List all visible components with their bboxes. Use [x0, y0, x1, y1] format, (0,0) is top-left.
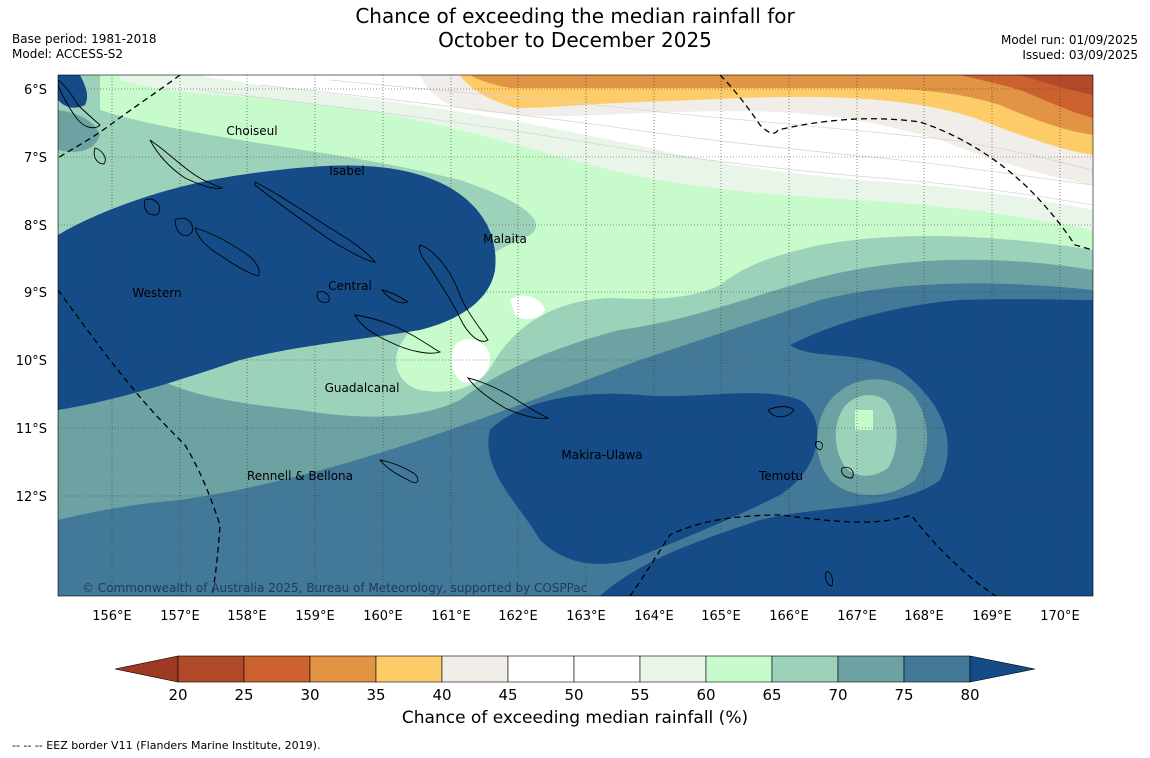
- lon-label-159e: 159°E: [295, 609, 335, 624]
- colorbar-segment-50-55: [573, 655, 641, 683]
- colorbar-segment-65-70: [771, 655, 839, 683]
- colorbar-tick-label: 40: [432, 686, 451, 704]
- chart-title-line-1: Chance of exceeding the median rainfall …: [355, 4, 795, 28]
- lat-label-12s: 12°S: [16, 490, 47, 505]
- colorbar-tick-label: 35: [366, 686, 385, 704]
- lon-label-157e: 157°E: [160, 609, 200, 624]
- lat-label-10s: 10°S: [16, 354, 47, 369]
- colorbar-tick-label: 60: [696, 686, 715, 704]
- lon-label-158e: 158°E: [227, 609, 267, 624]
- chart-title-line-2: October to December 2025: [438, 28, 712, 52]
- lon-label-162e: 162°E: [498, 609, 538, 624]
- rainfall-map: 6°S 7°S 8°S 9°S 10°S 11°S 12°S 156°E 157…: [16, 74, 1094, 624]
- colorbar-segment-70-75: [837, 655, 905, 683]
- colorbar-tick-label: 30: [300, 686, 319, 704]
- choiseul-island: [149, 139, 224, 189]
- lon-label-167e: 167°E: [837, 609, 877, 624]
- makira-island: [466, 377, 550, 419]
- region-label-makira-ulawa: Makira-Ulawa: [561, 448, 642, 462]
- lon-label-168e: 168°E: [904, 609, 944, 624]
- colorbar-tick-label: 65: [762, 686, 781, 704]
- eez-legend: -- -- -- EEZ border V11 (Flanders Marine…: [12, 739, 321, 752]
- lon-label-170e: 170°E: [1040, 609, 1080, 624]
- colorbar-tick-label: 20: [168, 686, 187, 704]
- bougainville-coast: [58, 79, 106, 165]
- lon-label-156e: 156°E: [92, 609, 132, 624]
- vanikoro-island: [825, 571, 833, 587]
- lat-label-9s: 9°S: [24, 286, 47, 301]
- eez-borders: [58, 75, 1093, 596]
- colorbar-tick-label: 25: [234, 686, 253, 704]
- isabel-island: [254, 181, 376, 263]
- lat-label-11s: 11°S: [16, 422, 47, 437]
- lon-label-163e: 163°E: [566, 609, 606, 624]
- map-fill-layer: [58, 75, 1093, 596]
- region-label-central: Central: [328, 279, 372, 293]
- lon-label-161e: 161°E: [431, 609, 471, 624]
- coastlines: [58, 79, 854, 587]
- issued-text: Issued: 03/09/2025: [1022, 48, 1138, 62]
- colorbar-segment-75-80: [903, 655, 971, 683]
- lon-label-165e: 165°E: [701, 609, 741, 624]
- central-islands: [316, 289, 409, 304]
- colorbar-tick-label: 80: [960, 686, 979, 704]
- colorbar-tick-label: 50: [564, 686, 583, 704]
- colorbar-segment-30-35: [309, 655, 377, 683]
- colorbar-tick-label: 75: [894, 686, 913, 704]
- colorbar-segment-40-45: [441, 655, 509, 683]
- colorbar-extend-low: [114, 655, 179, 683]
- rennell-island: [378, 459, 419, 483]
- colorbar-ticks: 20 25 30 35 40 45 50 55 60 65 70 75 80: [168, 686, 979, 704]
- colorbar-extend-high: [969, 655, 1036, 683]
- model-text: Model: ACCESS-S2: [12, 47, 124, 61]
- malaita-island: [419, 244, 489, 342]
- colorbar-segment-20-25: [177, 655, 245, 683]
- colorbar-tick-label: 45: [498, 686, 517, 704]
- temotu-islands: [767, 406, 854, 479]
- region-label-choiseul: Choiseul: [226, 124, 277, 138]
- lat-label-7s: 7°S: [24, 151, 47, 166]
- colorbar-segment-45-50: [507, 655, 575, 683]
- region-label-western: Western: [132, 286, 181, 300]
- guadalcanal-island: [354, 314, 442, 354]
- lat-label-6s: 6°S: [24, 83, 47, 98]
- colorbar-segment-55-60: [639, 655, 707, 683]
- region-label-temotu: Temotu: [758, 469, 803, 483]
- model-run-text: Model run: 01/09/2025: [1000, 33, 1138, 47]
- lon-label-166e: 166°E: [769, 609, 809, 624]
- new-georgia-islands: [143, 198, 260, 277]
- region-label-isabel: Isabel: [329, 164, 364, 178]
- colorbar-segments: [114, 655, 1036, 683]
- region-label-guadalcanal: Guadalcanal: [325, 381, 400, 395]
- colorbar-label: Chance of exceeding median rainfall (%): [401, 708, 749, 728]
- map-frame: [57, 74, 1094, 597]
- region-label-malaita: Malaita: [483, 232, 527, 246]
- colorbar-segment-35-40: [375, 655, 443, 683]
- contour-lines: [199, 79, 1093, 206]
- base-period-text: Base period: 1981-2018: [12, 32, 157, 46]
- colorbar-tick-label: 70: [828, 686, 847, 704]
- lat-label-8s: 8°S: [24, 219, 47, 234]
- colorbar-segment-25-30: [243, 655, 311, 683]
- colorbar: 20 25 30 35 40 45 50 55 60 65 70 75 80: [114, 655, 1036, 704]
- lon-label-160e: 160°E: [363, 609, 403, 624]
- lon-label-164e: 164°E: [634, 609, 674, 624]
- colorbar-segment-60-65: [705, 655, 773, 683]
- colorbar-tick-label: 55: [630, 686, 649, 704]
- lon-label-169e: 169°E: [972, 609, 1012, 624]
- region-label-rennell-bellona: Rennell & Bellona: [247, 469, 353, 483]
- copyright-notice: © Commonwealth of Australia 2025, Bureau…: [82, 581, 587, 595]
